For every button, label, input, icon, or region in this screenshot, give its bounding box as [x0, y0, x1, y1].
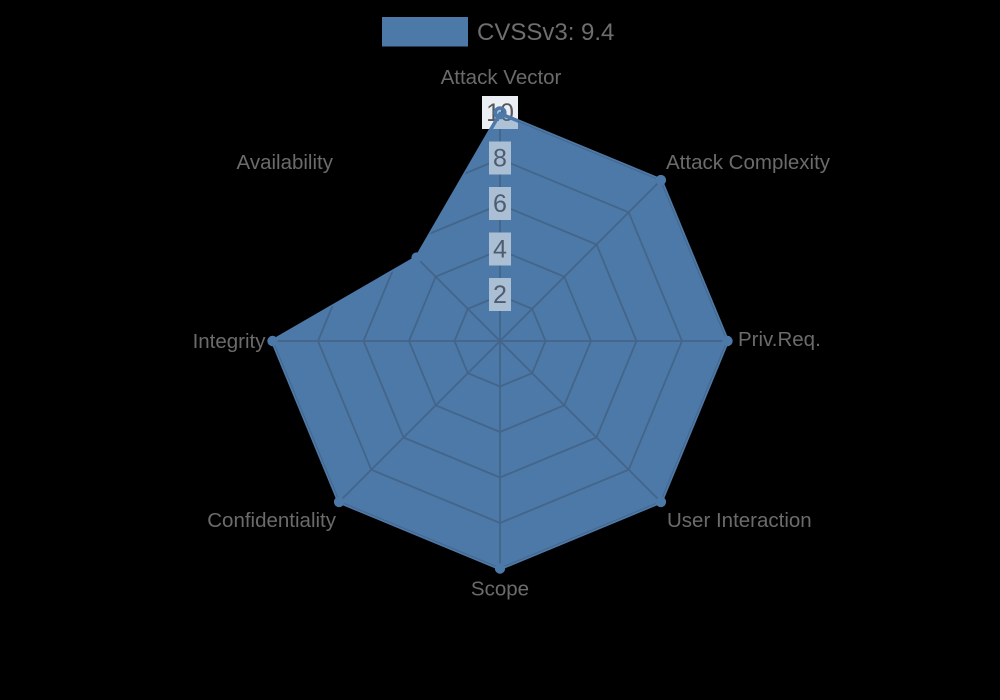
svg-text:8: 8 — [493, 145, 507, 173]
svg-text:Priv.Req.: Priv.Req. — [738, 328, 821, 351]
svg-text:Availability: Availability — [237, 151, 334, 174]
svg-text:Attack Vector: Attack Vector — [441, 66, 562, 89]
svg-text:Scope: Scope — [471, 578, 529, 601]
svg-text:Integrity: Integrity — [193, 330, 267, 353]
svg-text:User Interaction: User Interaction — [667, 509, 812, 532]
svg-text:6: 6 — [493, 190, 507, 218]
svg-text:4: 4 — [493, 236, 507, 264]
svg-text:Confidentiality: Confidentiality — [207, 509, 337, 532]
svg-text:CVSSv3: 9.4: CVSSv3: 9.4 — [477, 19, 614, 46]
svg-text:2: 2 — [493, 281, 507, 309]
svg-text:Attack Complexity: Attack Complexity — [666, 151, 831, 174]
